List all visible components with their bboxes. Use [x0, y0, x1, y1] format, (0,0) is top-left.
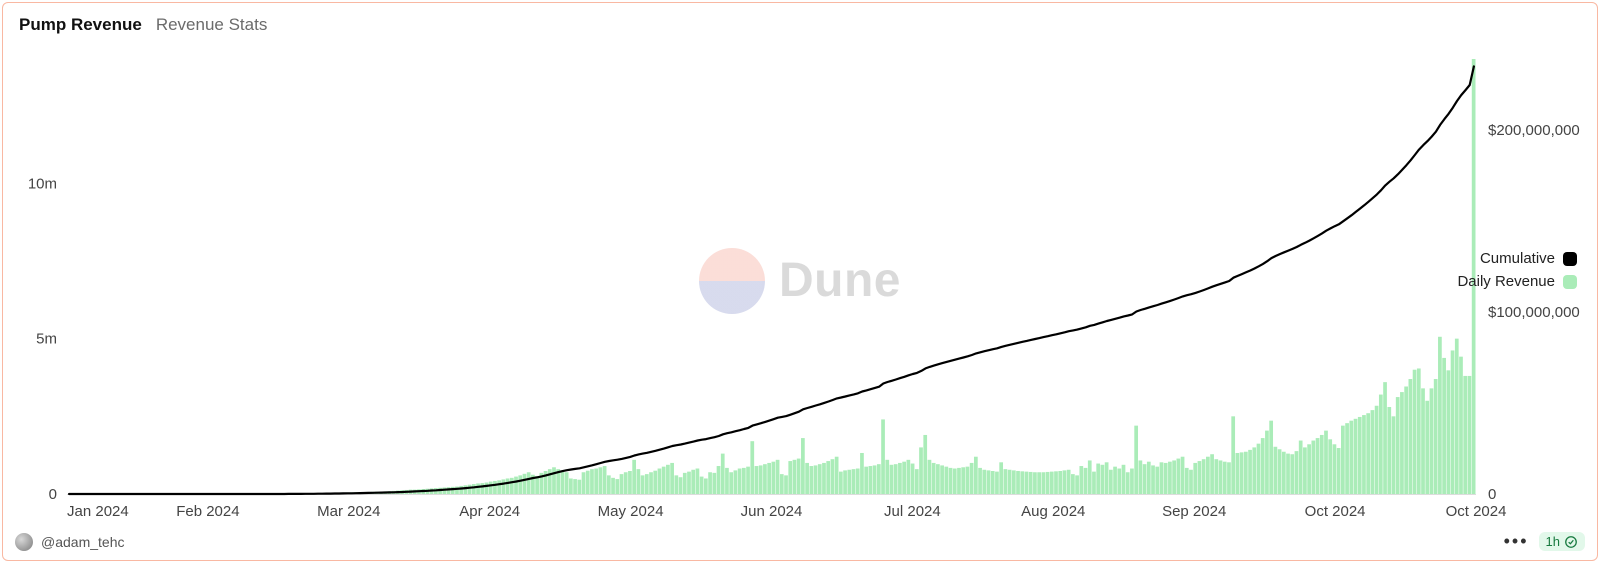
author-handle: @adam_tehc: [41, 534, 124, 550]
legend-swatch-daily: [1563, 275, 1577, 289]
legend-label: Daily Revenue: [1457, 271, 1555, 294]
svg-text:0: 0: [1488, 486, 1496, 503]
svg-text:May 2024: May 2024: [598, 503, 664, 520]
legend: Cumulative Daily Revenue: [1457, 248, 1577, 293]
chart-subtitle: Revenue Stats: [156, 15, 268, 35]
svg-text:Oct 2024: Oct 2024: [1446, 503, 1507, 520]
avatar-icon: [15, 533, 33, 551]
svg-text:Feb 2024: Feb 2024: [176, 503, 239, 520]
chart-footer: @adam_tehc ••• 1h: [15, 531, 1585, 552]
chart-card: Pump Revenue Revenue Stats Dune 05m10m0$…: [2, 2, 1598, 561]
refresh-badge-text: 1h: [1546, 534, 1560, 549]
svg-text:$200,000,000: $200,000,000: [1488, 122, 1580, 139]
svg-text:Aug 2024: Aug 2024: [1021, 503, 1085, 520]
refresh-badge[interactable]: 1h: [1539, 532, 1585, 551]
svg-text:Jul 2024: Jul 2024: [884, 503, 941, 520]
svg-text:Apr 2024: Apr 2024: [459, 503, 520, 520]
svg-text:10m: 10m: [28, 175, 57, 192]
chart-svg: 0 5m 10m 0 $100,000,000 $200,000,000 Jan 2024 F…: [11, 39, 1589, 522]
chart-title: Pump Revenue: [19, 15, 142, 35]
check-circle-icon: [1564, 535, 1578, 549]
svg-text:5m: 5m: [36, 331, 57, 348]
svg-text:Sep 2024: Sep 2024: [1162, 503, 1226, 520]
legend-item-cumulative: Cumulative: [1457, 248, 1577, 271]
legend-item-daily: Daily Revenue: [1457, 271, 1577, 294]
svg-text:Oct 2024: Oct 2024: [1305, 503, 1366, 520]
svg-text:Jan 2024: Jan 2024: [67, 503, 129, 520]
author[interactable]: @adam_tehc: [15, 533, 124, 551]
svg-text:$100,000,000: $100,000,000: [1488, 304, 1580, 321]
svg-text:Jun 2024: Jun 2024: [741, 503, 803, 520]
svg-text:0: 0: [49, 486, 57, 503]
legend-swatch-cumulative: [1563, 252, 1577, 266]
chart-area: Dune 05m10m0$100,000,000$200,000,000Jan …: [11, 39, 1589, 522]
chart-header: Pump Revenue Revenue Stats: [3, 3, 1597, 35]
legend-label: Cumulative: [1480, 248, 1555, 271]
more-menu-icon[interactable]: •••: [1504, 531, 1529, 552]
svg-text:Mar 2024: Mar 2024: [317, 503, 380, 520]
